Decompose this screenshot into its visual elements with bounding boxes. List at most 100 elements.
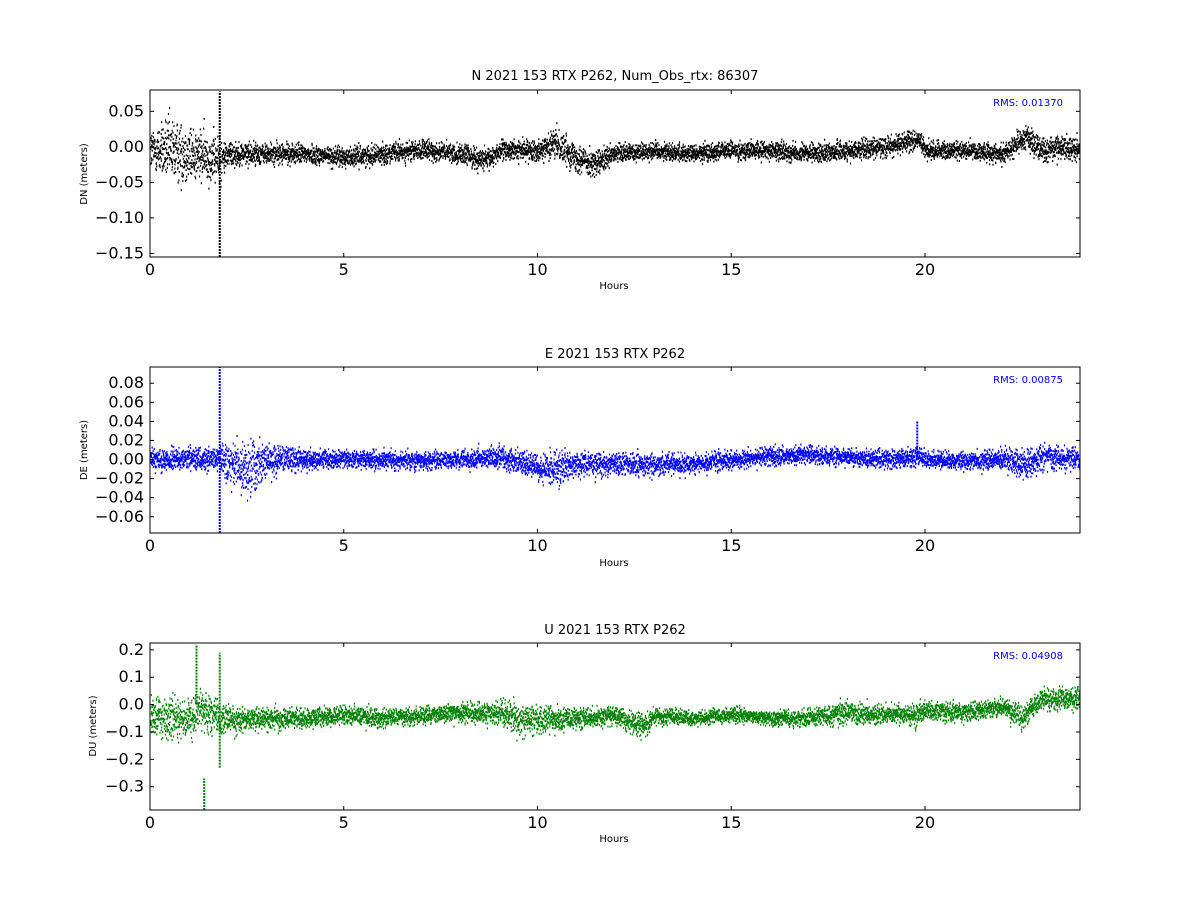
data-point (374, 151, 377, 154)
data-point (337, 154, 340, 157)
data-point (397, 146, 399, 149)
data-point (389, 162, 391, 165)
data-point (608, 147, 610, 150)
data-point (208, 175, 210, 178)
data-point (572, 153, 574, 156)
data-point (488, 169, 490, 172)
data-point (299, 151, 301, 154)
data-point (641, 158, 643, 161)
data-point (165, 171, 167, 174)
data-point (731, 145, 733, 148)
data-point (503, 151, 506, 153)
data-point (536, 158, 538, 161)
data-point (795, 154, 797, 157)
data-point (398, 149, 400, 152)
data-point (672, 153, 675, 156)
data-point (700, 146, 702, 148)
data-point (378, 157, 380, 160)
data-point (311, 158, 313, 161)
data-point (164, 148, 166, 151)
data-point (374, 153, 376, 156)
data-point (699, 148, 701, 150)
data-point (792, 148, 794, 151)
data-point (192, 128, 194, 131)
data-point (280, 153, 282, 155)
data-point (729, 156, 732, 159)
data-point (197, 140, 199, 143)
data-point (279, 154, 281, 156)
data-point (463, 155, 466, 158)
data-point (554, 157, 556, 160)
data-point (730, 154, 732, 157)
data-point (788, 154, 790, 157)
data-point (432, 148, 434, 151)
data-point (228, 149, 230, 151)
data-point (613, 146, 616, 149)
data-point (627, 147, 629, 150)
data-point (723, 145, 725, 148)
data-point (516, 147, 518, 150)
data-point (352, 152, 354, 155)
data-point (708, 145, 711, 148)
data-point (305, 160, 307, 163)
data-point (298, 158, 300, 161)
data-point (761, 140, 763, 143)
data-point (481, 160, 483, 163)
data-point (158, 153, 160, 156)
data-point (430, 150, 432, 153)
data-point (168, 134, 170, 137)
data-point (772, 145, 774, 148)
data-point (318, 153, 320, 156)
data-point (494, 157, 496, 160)
data-point (177, 166, 179, 169)
data-point (589, 145, 591, 147)
data-point (252, 153, 254, 156)
data-point (328, 157, 330, 160)
data-point (191, 159, 193, 162)
data-point (610, 154, 612, 157)
data-point (771, 141, 773, 143)
data-point (627, 150, 629, 153)
data-point (391, 158, 393, 160)
data-point (785, 155, 787, 157)
data-point (669, 151, 671, 154)
data-point (156, 157, 158, 159)
data-point (597, 152, 599, 154)
data-point (531, 155, 533, 158)
data-point (183, 166, 186, 169)
data-point (297, 142, 299, 145)
data-point (287, 156, 289, 159)
data-point (392, 147, 394, 150)
data-point (742, 144, 744, 147)
data-point (789, 145, 791, 148)
data-point (194, 168, 196, 171)
data-point (504, 151, 507, 154)
data-point (347, 161, 349, 164)
data-point (802, 142, 804, 145)
data-point (726, 149, 728, 152)
data-point (573, 151, 575, 154)
data-point (432, 147, 434, 150)
data-point (192, 154, 194, 157)
data-point (469, 160, 471, 162)
data-point (477, 167, 479, 170)
data-point (773, 154, 775, 157)
data-point (212, 153, 214, 156)
data-point (437, 149, 439, 152)
data-point (342, 156, 344, 159)
data-point (406, 148, 408, 151)
data-point (608, 150, 610, 153)
data-point (638, 156, 640, 159)
data-point (165, 121, 167, 124)
data-point (253, 148, 255, 151)
data-point (155, 167, 157, 170)
data-point (514, 148, 516, 151)
data-point (552, 130, 554, 133)
data-point (150, 137, 152, 140)
data-point (351, 157, 353, 160)
data-point (163, 162, 165, 165)
data-point (703, 147, 706, 150)
data-point (388, 151, 390, 154)
data-point (529, 151, 531, 154)
data-point (179, 159, 181, 162)
